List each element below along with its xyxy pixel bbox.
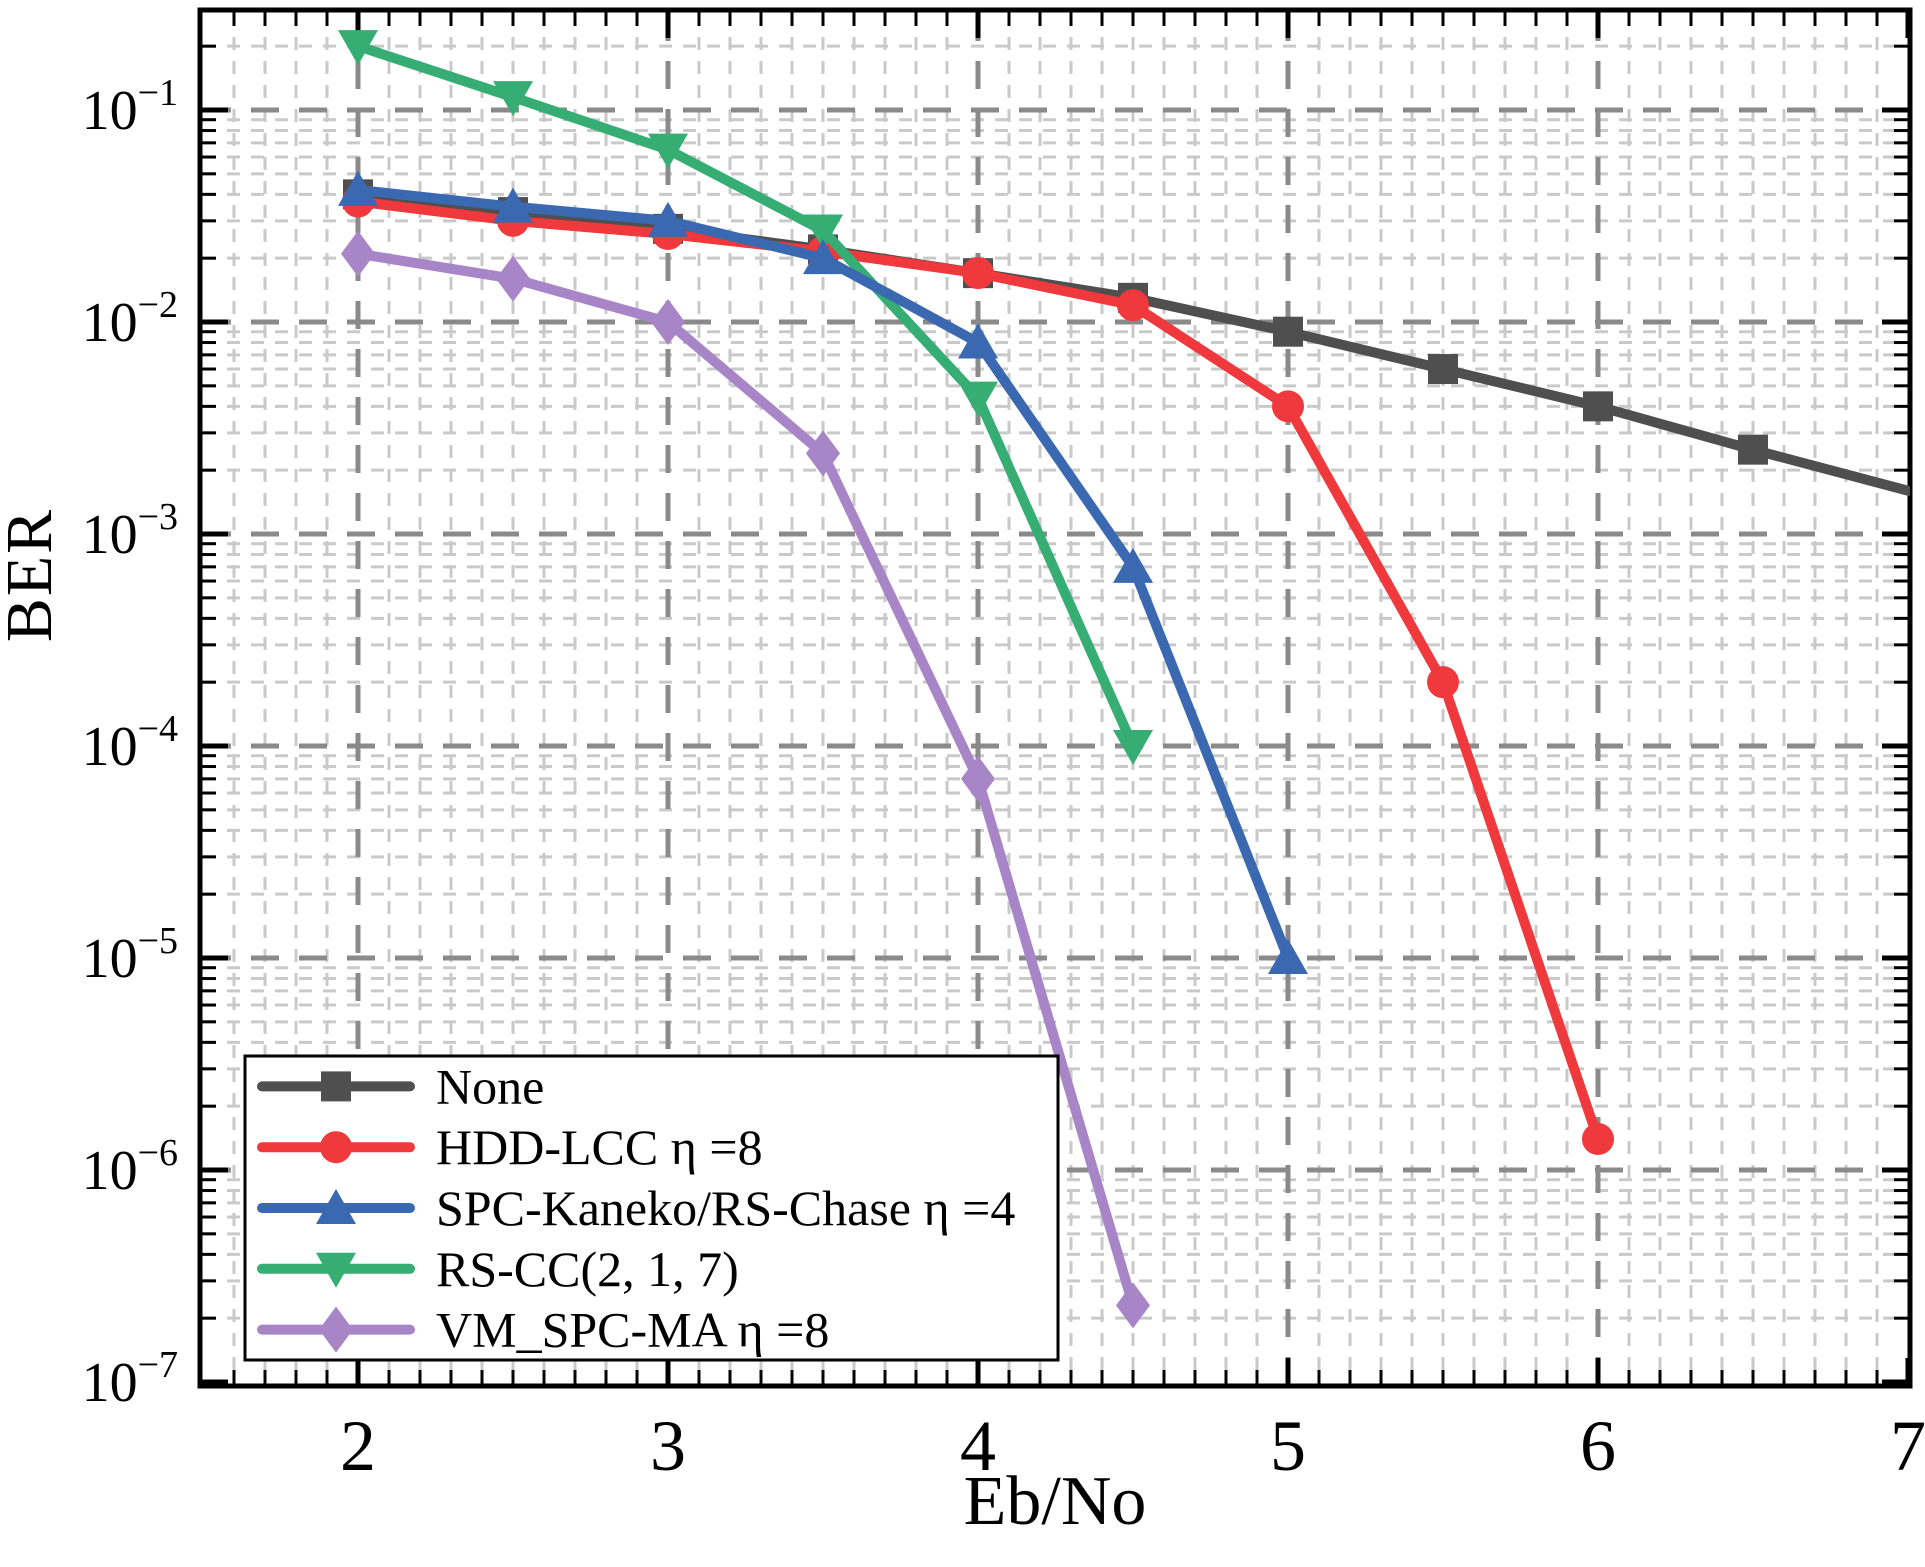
x-tick-label: 3 xyxy=(650,1406,686,1486)
y-tick-label: 10−5 xyxy=(82,920,178,990)
legend-marker-hdd-lcc xyxy=(320,1131,352,1164)
y-tick-label: 10−1 xyxy=(82,72,178,142)
x-tick-label: 5 xyxy=(1270,1406,1306,1486)
legend-item-spc-kaneko-rs-chase: SPC-Kaneko/RS-Chase η =4 xyxy=(257,1180,1015,1236)
series-hdd-lcc-marker xyxy=(1272,390,1304,423)
legend-marker-none xyxy=(321,1071,351,1102)
y-tick-label: 10−7 xyxy=(82,1344,178,1414)
legend-label-none: None xyxy=(436,1058,544,1114)
series-spc-kaneko-rs-chase-marker xyxy=(648,201,688,237)
series-spc-kaneko-rs-chase-marker xyxy=(803,239,843,275)
series-vm-spc-ma-marker xyxy=(1116,1282,1150,1329)
series-rs-cc-marker xyxy=(1113,730,1153,765)
y-tick-label: 10−3 xyxy=(82,496,178,566)
series-none-marker xyxy=(1738,434,1768,465)
series-spc-kaneko-rs-chase-marker xyxy=(338,170,378,206)
series-rs-cc xyxy=(338,30,1153,765)
series-vm-spc-ma-marker xyxy=(496,255,530,302)
series-vm-spc-ma xyxy=(341,230,1150,1329)
x-tick-label: 2 xyxy=(340,1406,376,1486)
series-spc-kaneko-rs-chase-marker xyxy=(493,187,533,223)
series-vm-spc-ma-marker xyxy=(961,755,995,802)
x-tick-label: 7 xyxy=(1890,1406,1925,1486)
series-spc-kaneko-rs-chase-marker xyxy=(958,323,998,359)
x-tick-label: 6 xyxy=(1580,1406,1616,1486)
series-spc-kaneko-rs-chase-marker xyxy=(1113,547,1153,583)
series-spc-kaneko-rs-chase-marker xyxy=(1268,939,1308,974)
series-hdd-lcc-marker xyxy=(1117,289,1149,322)
series-vm-spc-ma-marker xyxy=(341,230,375,277)
series-hdd-lcc-marker xyxy=(1427,666,1459,699)
legend-item-none: None xyxy=(257,1058,544,1114)
series-none-marker xyxy=(1273,316,1303,347)
series-rs-cc-marker xyxy=(493,81,533,117)
legend-marker-rs-cc xyxy=(316,1252,356,1288)
series-hdd-lcc-marker xyxy=(1582,1123,1614,1156)
legend-marker-vm-spc-ma xyxy=(319,1306,353,1353)
series-none-marker xyxy=(1583,391,1613,422)
legend-label-rs-cc: RS-CC(2, 1, 7) xyxy=(436,1241,739,1297)
series-vm-spc-ma-marker xyxy=(806,430,840,477)
legend-item-hdd-lcc: HDD-LCC η =8 xyxy=(257,1119,763,1175)
series-vm-spc-ma-marker xyxy=(651,299,685,345)
series-rs-cc-marker xyxy=(648,133,688,169)
series-rs-cc-marker xyxy=(803,214,843,250)
series-vm-spc-ma-line xyxy=(353,248,1138,1311)
y-tick-label: 10−2 xyxy=(82,284,178,354)
legend-item-vm-spc-ma: VM_SPC-MA η =8 xyxy=(257,1302,829,1358)
y-tick-label: 10−6 xyxy=(82,1132,178,1202)
legend-label-spc-kaneko-rs-chase: SPC-Kaneko/RS-Chase η =4 xyxy=(436,1180,1015,1236)
series-hdd-lcc-marker xyxy=(962,257,994,290)
series-rs-cc-marker xyxy=(958,381,998,417)
legend-label-hdd-lcc: HDD-LCC η =8 xyxy=(436,1119,763,1175)
series-spc-kaneko-rs-chase xyxy=(338,170,1308,974)
legend-marker-spc-kaneko-rs-chase xyxy=(316,1189,356,1224)
series-rs-cc-line xyxy=(353,41,1138,751)
legend-item-rs-cc: RS-CC(2, 1, 7) xyxy=(257,1241,739,1297)
series-none-marker xyxy=(1428,354,1458,385)
x-axis-title: Eb/No xyxy=(963,1463,1147,1540)
y-tick-label: 10−4 xyxy=(82,708,178,778)
plot-frame xyxy=(197,7,1913,1389)
x-tick-label: 4 xyxy=(960,1406,996,1486)
legend-label-vm-spc-ma: VM_SPC-MA η =8 xyxy=(436,1302,829,1358)
y-axis-title: BER xyxy=(0,507,66,643)
series-rs-cc-marker xyxy=(338,30,378,66)
